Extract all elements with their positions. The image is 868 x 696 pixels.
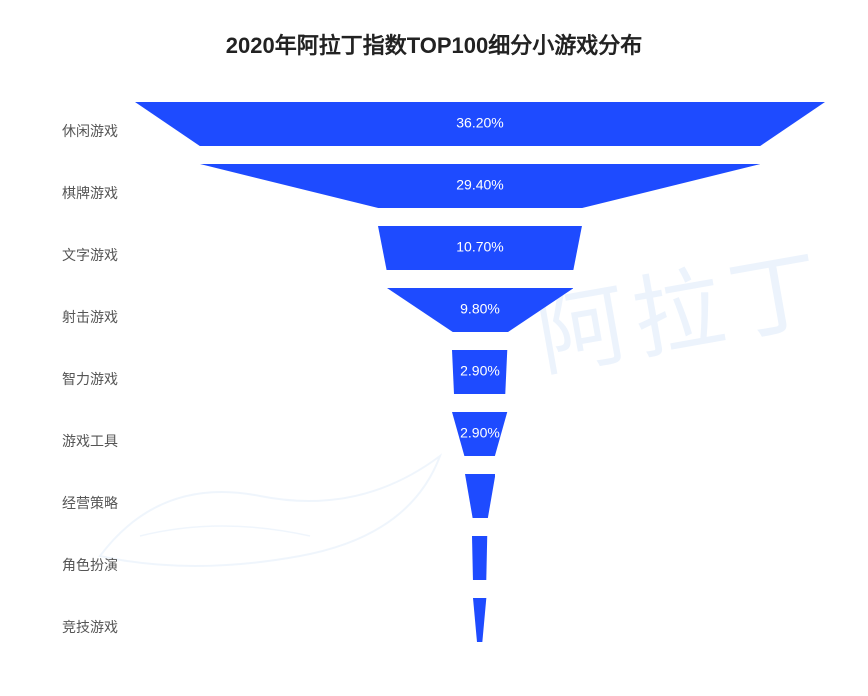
y-axis-label: 游戏工具: [40, 431, 132, 451]
bar-value-label: 10.70%: [456, 238, 503, 254]
bar-value-label: 36.20%: [456, 114, 503, 130]
y-axis-label: 竞技游戏: [40, 617, 132, 637]
chart-row: 角色扮演: [40, 534, 828, 596]
chart-title: 2020年阿拉丁指数TOP100细分小游戏分布: [0, 0, 868, 70]
plot-cell: [132, 534, 828, 596]
chart-row: 竞技游戏: [40, 596, 828, 658]
y-axis-label: 智力游戏: [40, 369, 132, 389]
chart-row: 棋牌游戏 29.40%: [40, 162, 828, 224]
chart-row: 射击游戏 9.80%: [40, 286, 828, 348]
bar-value-label: 9.80%: [460, 300, 500, 316]
plot-cell: [132, 472, 828, 534]
chart-row: 游戏工具 2.90%: [40, 410, 828, 472]
funnel-bar: [472, 536, 487, 580]
y-axis-label: 经营策略: [40, 493, 132, 513]
funnel-chart: 休闲游戏 36.20% 棋牌游戏 29.40% 文字游戏 10.70% 射击游戏 9.80% 智…: [40, 100, 828, 660]
plot-cell: 2.90%: [132, 348, 828, 410]
y-axis-label: 文字游戏: [40, 245, 132, 265]
funnel-bar: [473, 598, 486, 642]
chart-row: 休闲游戏 36.20%: [40, 100, 828, 162]
funnel-bar: 9.80%: [387, 288, 574, 332]
chart-row: 经营策略: [40, 472, 828, 534]
chart-row: 智力游戏 2.90%: [40, 348, 828, 410]
bar-value-label: 29.40%: [456, 176, 503, 192]
plot-cell: 36.20%: [132, 100, 828, 162]
funnel-bar: 2.90%: [452, 350, 507, 394]
bar-value-label: 2.90%: [460, 424, 500, 440]
funnel-bar: 36.20%: [135, 102, 825, 146]
plot-cell: 29.40%: [132, 162, 828, 224]
y-axis-label: 棋牌游戏: [40, 183, 132, 203]
funnel-bar: [465, 474, 495, 518]
funnel-bar: 10.70%: [378, 226, 582, 270]
plot-cell: [132, 596, 828, 658]
bar-value-label: 2.90%: [460, 362, 500, 378]
plot-cell: 10.70%: [132, 224, 828, 286]
y-axis-label: 休闲游戏: [40, 121, 132, 141]
plot-cell: 9.80%: [132, 286, 828, 348]
funnel-bar: 29.40%: [200, 164, 760, 208]
y-axis-label: 射击游戏: [40, 307, 132, 327]
funnel-bar: 2.90%: [452, 412, 507, 456]
plot-cell: 2.90%: [132, 410, 828, 472]
y-axis-label: 角色扮演: [40, 555, 132, 575]
chart-row: 文字游戏 10.70%: [40, 224, 828, 286]
